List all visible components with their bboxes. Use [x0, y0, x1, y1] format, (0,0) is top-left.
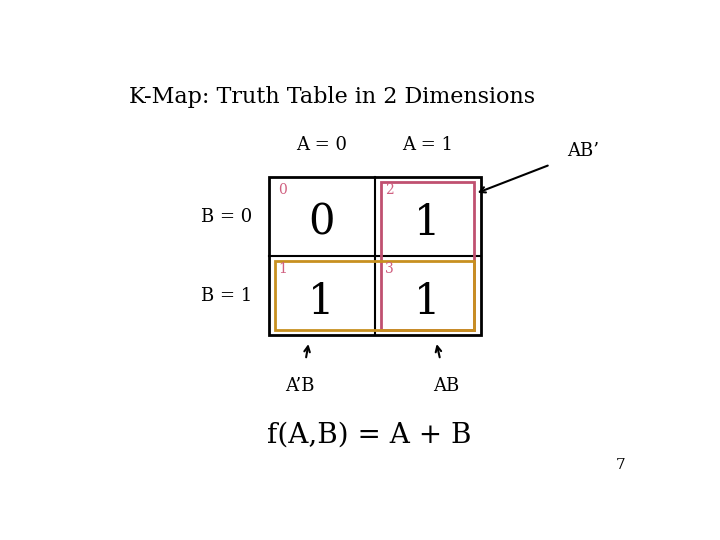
Text: 0: 0	[279, 183, 287, 197]
Text: f(A,B) = A + B: f(A,B) = A + B	[266, 421, 472, 448]
Text: B = 0: B = 0	[201, 207, 252, 226]
Text: 2: 2	[384, 183, 393, 197]
Text: A’B: A’B	[285, 377, 315, 395]
Text: 1: 1	[415, 281, 441, 323]
Text: AB: AB	[433, 377, 459, 395]
Text: K-Map: Truth Table in 2 Dimensions: K-Map: Truth Table in 2 Dimensions	[129, 85, 535, 107]
Text: 7: 7	[616, 458, 626, 472]
Text: 3: 3	[384, 262, 393, 276]
Text: AB’: AB’	[567, 143, 599, 160]
Bar	[382, 182, 474, 330]
Text: 0: 0	[308, 202, 335, 244]
Bar	[275, 261, 474, 330]
Text: B = 1: B = 1	[201, 287, 252, 305]
Text: A = 0: A = 0	[296, 136, 347, 154]
Text: 1: 1	[415, 202, 441, 244]
Text: A = 1: A = 1	[402, 136, 453, 154]
Text: 1: 1	[279, 262, 287, 276]
Text: 1: 1	[308, 281, 335, 323]
Bar	[269, 177, 481, 335]
